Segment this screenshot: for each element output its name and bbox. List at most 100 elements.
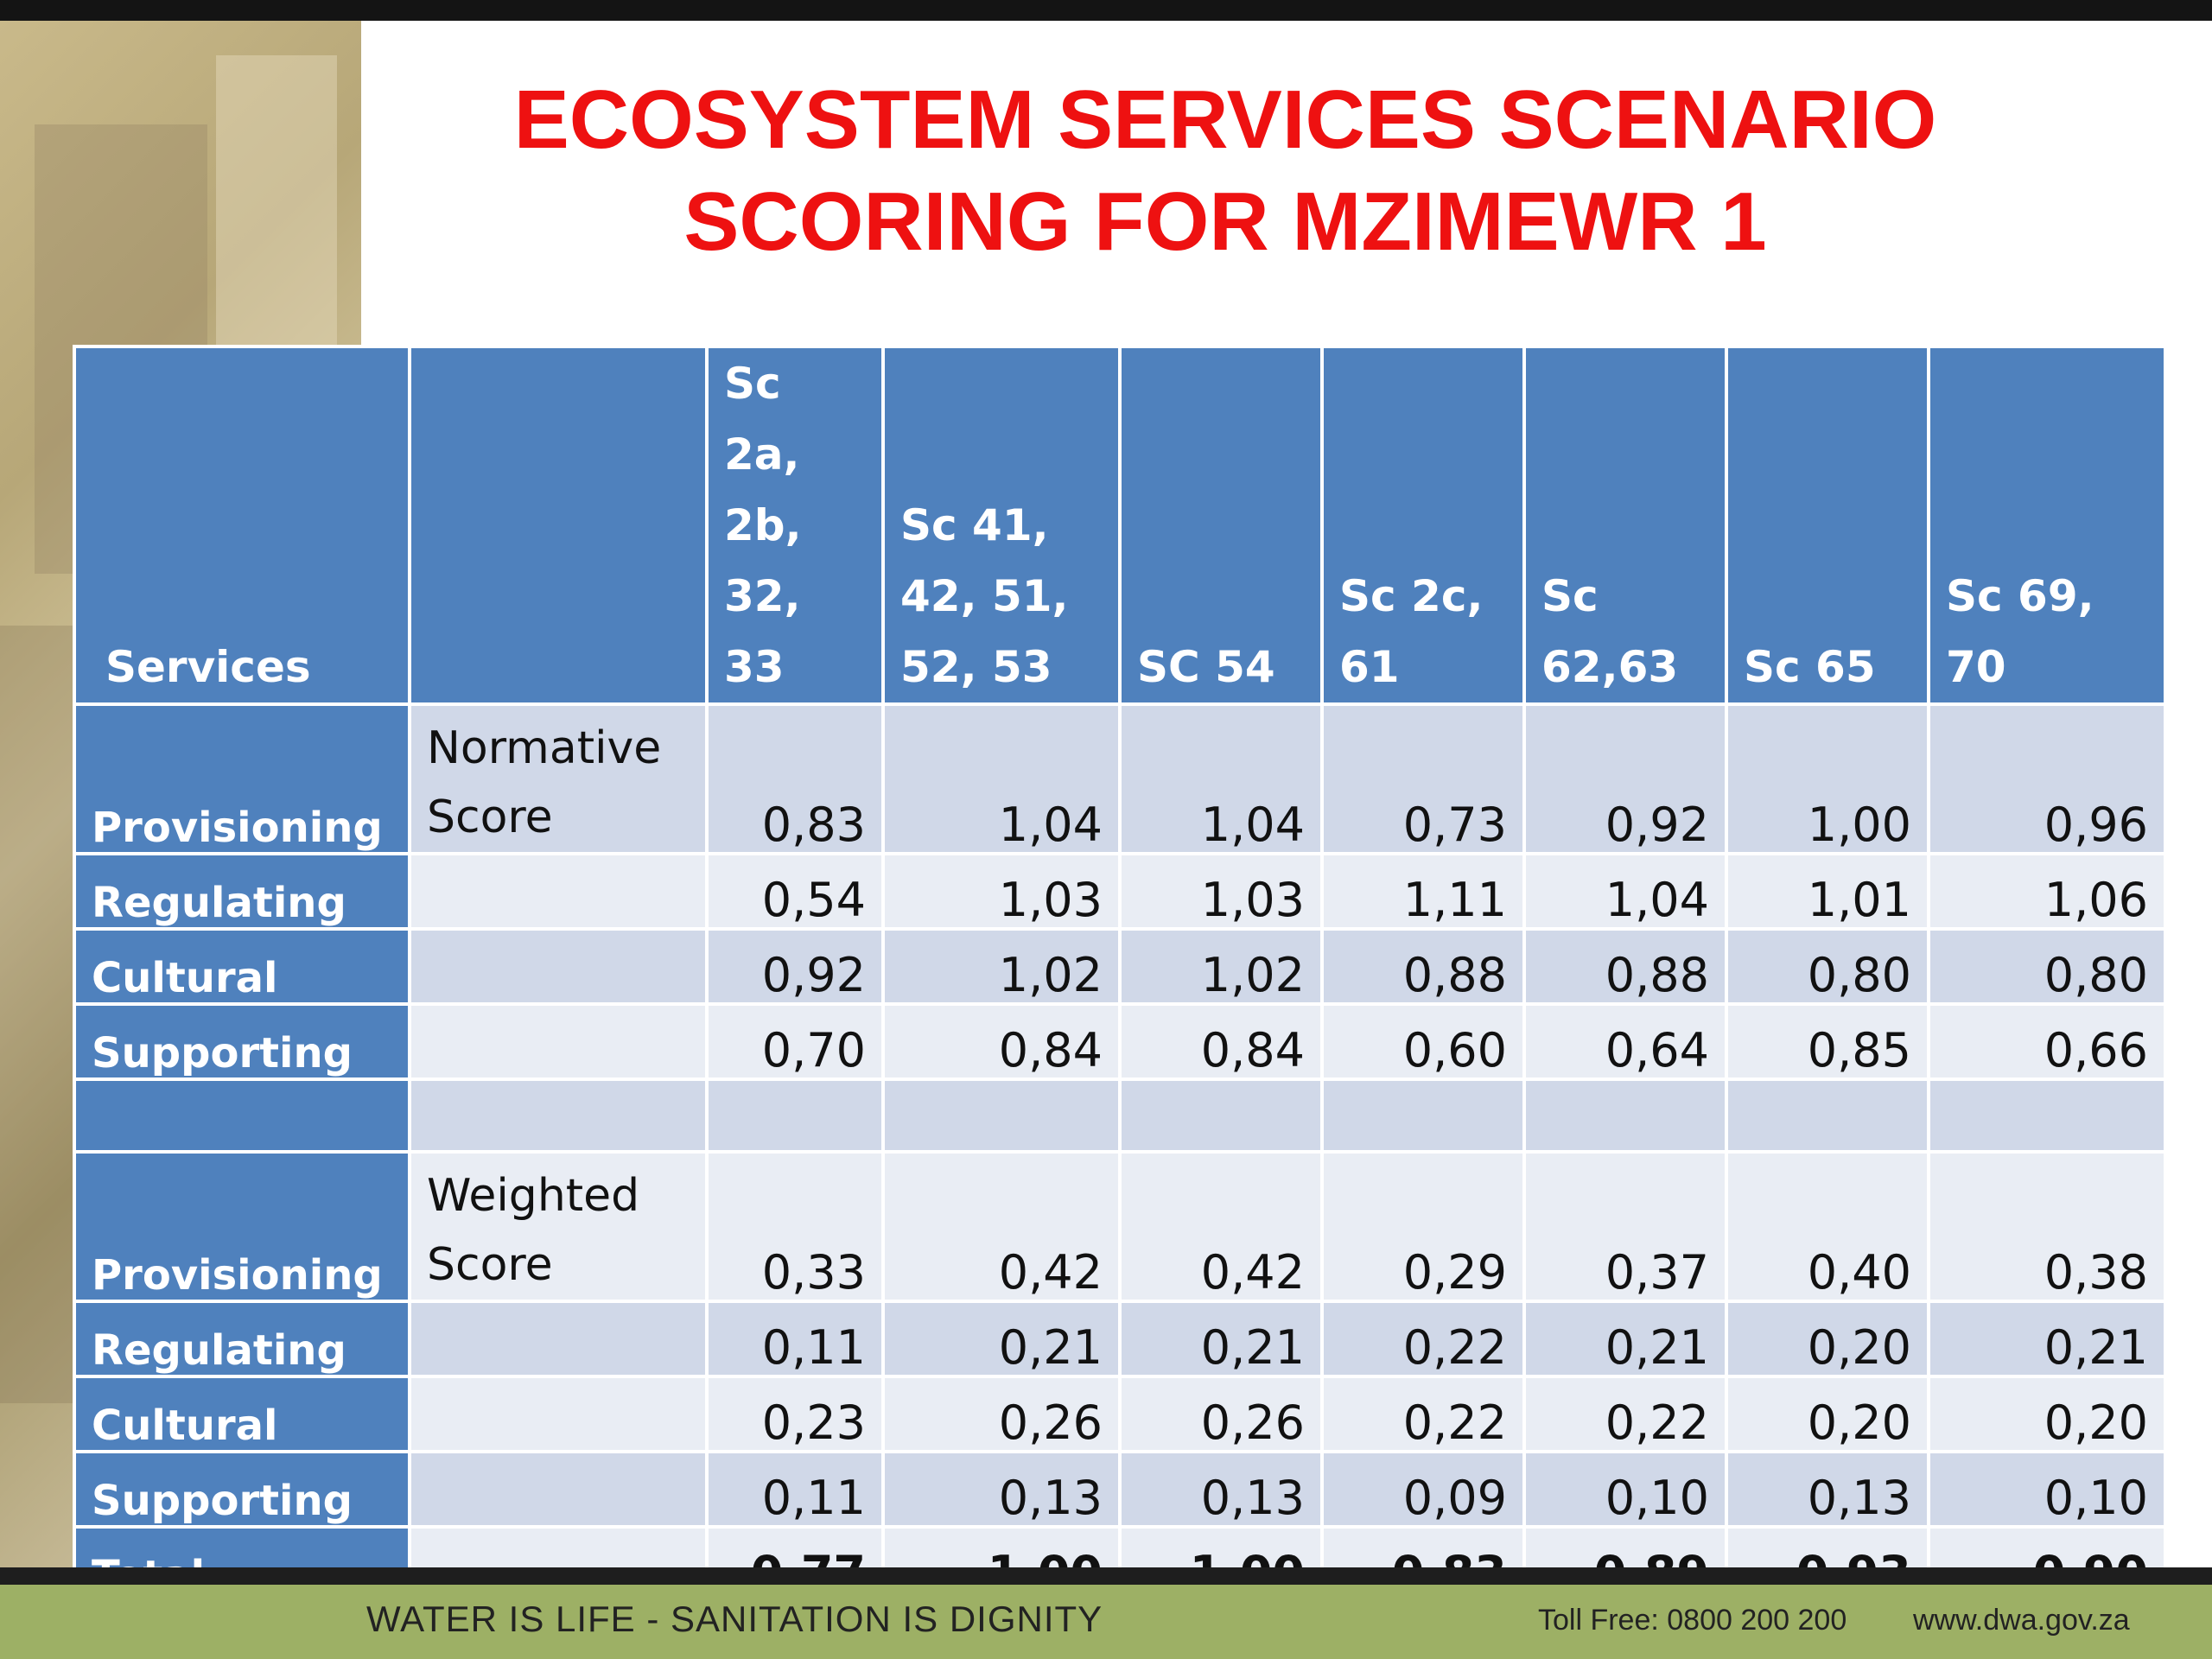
score-cell: 0,92 [1526, 706, 1725, 852]
score-cell: 0,21 [1122, 1303, 1320, 1375]
score-cell [1324, 1081, 1522, 1150]
score-cell: 0,21 [1526, 1303, 1725, 1375]
table-header-row: Services Sc 2a, 2b, 32, 33 Sc 41, 42, 51… [76, 348, 2164, 702]
slide-title-line-2: SCORING FOR MZIMEWR 1 [683, 175, 1767, 268]
score-cell: 0,13 [1728, 1453, 1927, 1525]
table-row: Provisioning Weighted Score 0,33 0,42 0,42 0,… [76, 1154, 2164, 1300]
table-row: Cultural 0,23 0,26 0,26 0,22 0,22 0,20 0,20 [76, 1378, 2164, 1450]
table-row [76, 1081, 2164, 1150]
score-cell: 1,02 [885, 931, 1118, 1002]
score-cell: 1,04 [1122, 706, 1320, 852]
top-bar [0, 0, 2212, 21]
footer-toll-free: Toll Free: 0800 200 200 [1538, 1604, 1847, 1637]
column-header-scenario: Sc 2a, 2b, 32, 33 [709, 348, 881, 702]
score-cell: 0,26 [1122, 1378, 1320, 1450]
score-cell [1122, 1081, 1320, 1150]
score-cell: 0,54 [709, 855, 881, 927]
score-cell [709, 1081, 881, 1150]
score-cell: 0,13 [885, 1453, 1118, 1525]
row-label: Cultural [76, 1378, 408, 1450]
score-cell: 0,64 [1526, 1006, 1725, 1077]
row-label: Regulating [76, 1303, 408, 1375]
row-label: Regulating [76, 855, 408, 927]
table-row: Supporting 0,70 0,84 0,84 0,60 0,64 0,85 0,66 [76, 1006, 2164, 1077]
score-cell: 0,73 [1324, 706, 1522, 852]
table-row: Provisioning Normative Score 0,83 1,04 1,04 0… [76, 706, 2164, 852]
score-cell: 0,42 [1122, 1154, 1320, 1300]
score-type-label [411, 1378, 705, 1450]
footer-website[interactable]: www.dwa.gov.za [1913, 1604, 2130, 1637]
score-cell: 1,04 [1526, 855, 1725, 927]
score-type-label [411, 1081, 705, 1150]
score-cell: 1,03 [1122, 855, 1320, 927]
table-row: Cultural 0,92 1,02 1,02 0,88 0,88 0,80 0,80 [76, 931, 2164, 1002]
score-cell: 0,21 [1930, 1303, 2164, 1375]
score-cell [1728, 1081, 1927, 1150]
score-cell: 0,10 [1930, 1453, 2164, 1525]
score-cell: 1,04 [885, 706, 1118, 852]
score-cell: 0,13 [1122, 1453, 1320, 1525]
score-cell: 0,33 [709, 1154, 881, 1300]
score-cell: 0,88 [1324, 931, 1522, 1002]
score-cell: 0,42 [885, 1154, 1118, 1300]
score-cell: 0,38 [1930, 1154, 2164, 1300]
score-cell: 0,80 [1728, 931, 1927, 1002]
footer-divider [0, 1567, 2212, 1585]
column-header-scenario: Sc 65 [1728, 348, 1927, 702]
score-type-label [411, 931, 705, 1002]
footer-slogan: WATER IS LIFE - SANITATION IS DIGNITY [366, 1599, 1103, 1639]
column-header-scenario: SC 54 [1122, 348, 1320, 702]
row-label: Provisioning [76, 1154, 408, 1300]
score-cell: 0,22 [1324, 1378, 1522, 1450]
score-cell: 0,26 [885, 1378, 1118, 1450]
score-cell: 0,40 [1728, 1154, 1927, 1300]
score-type-label [411, 1303, 705, 1375]
score-cell: 0,20 [1930, 1378, 2164, 1450]
score-cell: 0,09 [1324, 1453, 1522, 1525]
score-cell: 0,83 [709, 706, 881, 852]
column-header-scenario: Sc 62,63 [1526, 348, 1725, 702]
score-cell: 0,23 [709, 1378, 881, 1450]
stone-texture [216, 55, 337, 366]
score-cell: 0,60 [1324, 1006, 1522, 1077]
score-cell: 0,88 [1526, 931, 1725, 1002]
score-cell: 0,70 [709, 1006, 881, 1077]
score-cell: 0,66 [1930, 1006, 2164, 1077]
score-cell: 0,20 [1728, 1303, 1927, 1375]
score-cell: 0,11 [709, 1303, 881, 1375]
scenario-scoring-table: Services Sc 2a, 2b, 32, 33 Sc 41, 42, 51… [73, 345, 2167, 1604]
score-cell [1930, 1081, 2164, 1150]
score-cell: 0,11 [709, 1453, 881, 1525]
column-header-score-type [411, 348, 705, 702]
table-row: Regulating 0,54 1,03 1,03 1,11 1,04 1,01 1,06 [76, 855, 2164, 927]
slide-title: ECOSYSTEM SERVICES SCENARIO SCORING FOR … [361, 69, 2089, 273]
score-cell: 0,84 [1122, 1006, 1320, 1077]
score-cell: 0,96 [1930, 706, 2164, 852]
score-cell [885, 1081, 1118, 1150]
score-cell: 0,22 [1526, 1378, 1725, 1450]
score-cell: 0,22 [1324, 1303, 1522, 1375]
score-cell: 0,80 [1930, 931, 2164, 1002]
score-cell: 0,92 [709, 931, 881, 1002]
score-cell: 0,29 [1324, 1154, 1522, 1300]
score-cell: 0,84 [885, 1006, 1118, 1077]
score-cell: 0,21 [885, 1303, 1118, 1375]
score-cell: 1,01 [1728, 855, 1927, 927]
row-label [76, 1081, 408, 1150]
score-type-label [411, 855, 705, 927]
score-cell: 0,10 [1526, 1453, 1725, 1525]
column-header-scenario: Sc 69, 70 [1930, 348, 2164, 702]
score-cell: 1,02 [1122, 931, 1320, 1002]
score-cell: 1,03 [885, 855, 1118, 927]
score-cell: 1,06 [1930, 855, 2164, 927]
score-type-label [411, 1453, 705, 1525]
score-cell: 0,85 [1728, 1006, 1927, 1077]
column-header-scenario: Sc 41, 42, 51, 52, 53 [885, 348, 1118, 702]
score-cell: 1,11 [1324, 855, 1522, 927]
score-cell: 1,00 [1728, 706, 1927, 852]
row-label: Cultural [76, 931, 408, 1002]
row-label: Provisioning [76, 706, 408, 852]
table-row: Regulating 0,11 0,21 0,21 0,22 0,21 0,20 0,21 [76, 1303, 2164, 1375]
table-row: Supporting 0,11 0,13 0,13 0,09 0,10 0,13 0,10 [76, 1453, 2164, 1525]
score-type-label: Weighted Score [411, 1154, 705, 1300]
